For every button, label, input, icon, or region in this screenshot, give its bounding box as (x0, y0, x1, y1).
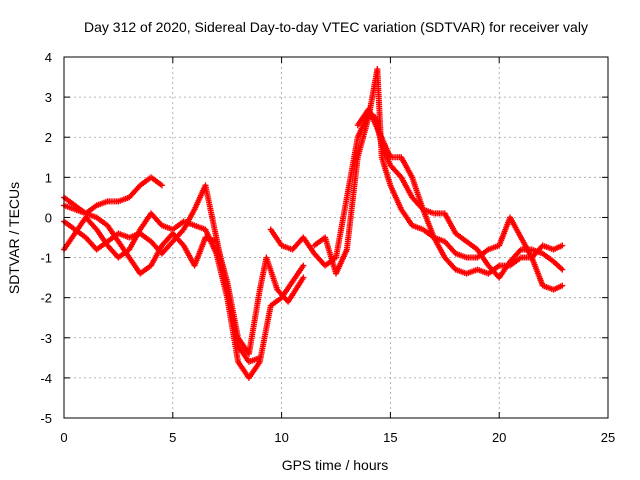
x-tick-label: 5 (169, 430, 176, 445)
plot-frame (63, 56, 609, 419)
data-point (300, 262, 307, 269)
data-point (559, 266, 566, 273)
y-tick-label: -5 (40, 411, 52, 426)
y-tick-label: -1 (40, 251, 52, 266)
y-tick-label: 0 (45, 210, 52, 225)
series-trace-7 (354, 106, 566, 281)
x-tick-label: 25 (601, 430, 615, 445)
x-tick-label: 15 (383, 430, 397, 445)
axis-ticks: 0 5 10 15 20 25 -5 -4 -3 -2 -1 0 1 2 3 4 (40, 50, 615, 445)
y-tick-label: -3 (40, 331, 52, 346)
data-point (559, 282, 566, 289)
y-tick-label: 1 (45, 170, 52, 185)
y-axis-label: SDTVAR / TECUs (6, 182, 22, 294)
x-axis-label: GPS time / hours (282, 457, 389, 473)
x-tick-label: 10 (274, 430, 288, 445)
y-tick-label: -4 (40, 371, 52, 386)
data-point (158, 182, 165, 189)
series-trace-4 (61, 210, 307, 381)
chart-title: Day 312 of 2020, Sidereal Day-to-day VTE… (84, 19, 588, 35)
y-tick-label: 4 (45, 50, 52, 65)
data-point (559, 242, 566, 249)
data-point (300, 274, 307, 281)
x-tick-label: 0 (60, 430, 67, 445)
y-tick-label: -2 (40, 291, 52, 306)
y-tick-label: 2 (45, 130, 52, 145)
y-tick-label: 3 (45, 90, 52, 105)
data-points (61, 66, 566, 381)
x-tick-label: 20 (492, 430, 506, 445)
